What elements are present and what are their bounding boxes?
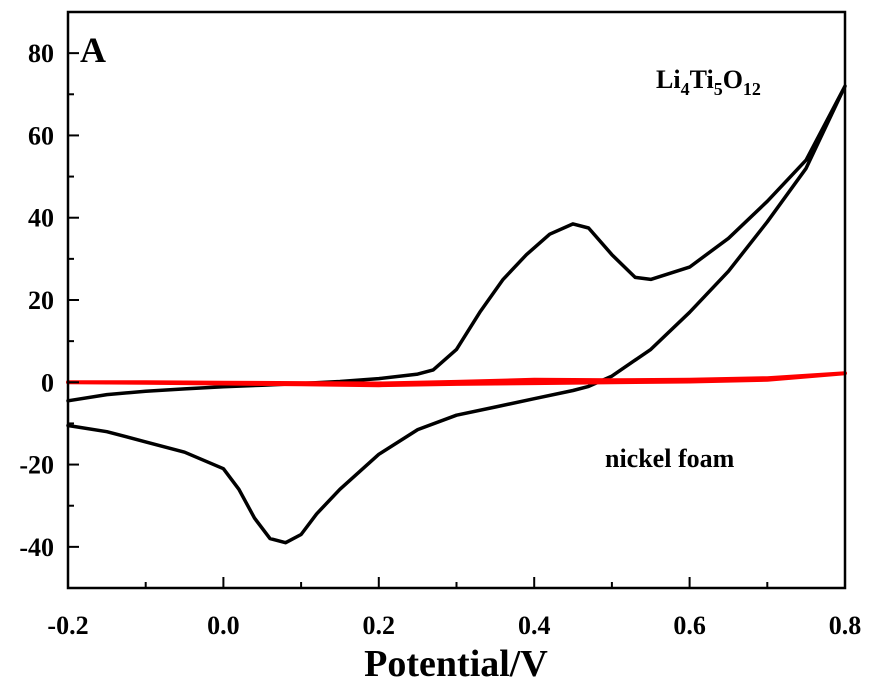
x-tick-label: 0.6 <box>673 611 706 640</box>
y-tick-label: 40 <box>28 204 54 233</box>
x-tick-label: 0.0 <box>207 611 240 640</box>
series-line-1 <box>66 84 847 545</box>
x-tick-label: 0.2 <box>363 611 396 640</box>
substrate-label: nickel foam <box>605 444 735 473</box>
y-tick-label: 20 <box>28 286 54 315</box>
x-tick-label: 0.8 <box>829 611 862 640</box>
plot-frame <box>66 10 847 590</box>
y-tick-label: 80 <box>28 39 54 68</box>
x-axis-title: Potential/V <box>364 643 548 685</box>
compound-label: Li4Ti5O12 <box>656 65 761 99</box>
panel-label: A <box>80 30 106 70</box>
y-tick-label: 60 <box>28 121 54 150</box>
y-tick-label: -40 <box>19 533 54 562</box>
x-tick-label: 0.4 <box>518 611 551 640</box>
y-tick-label: -20 <box>19 451 54 480</box>
y-tick-label: 0 <box>41 368 54 397</box>
series-line-2 <box>66 371 847 388</box>
x-tick-label: -0.2 <box>47 611 88 640</box>
